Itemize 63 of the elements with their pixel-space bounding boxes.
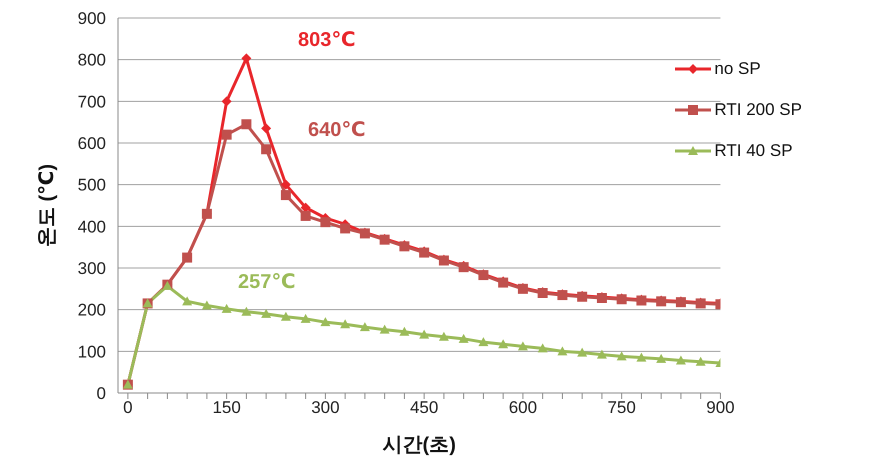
y-tick-label: 700 [78, 92, 106, 112]
point [676, 356, 686, 364]
legend-label: RTI 40 SP [714, 140, 793, 160]
legend-label: RTI 200 SP [714, 100, 802, 120]
point [616, 351, 627, 360]
point [241, 306, 252, 316]
point [261, 144, 272, 154]
y-tick-label: 500 [78, 176, 106, 195]
point [261, 123, 272, 134]
point [438, 332, 449, 341]
point [577, 348, 588, 357]
point [182, 296, 192, 306]
point [557, 346, 568, 356]
x-tick-label: 750 [607, 398, 636, 418]
point [300, 210, 311, 221]
x-tick-label: 600 [508, 398, 538, 418]
point [222, 130, 232, 140]
y-tick-label: 200 [78, 300, 106, 320]
x-tick-label: 0 [123, 398, 133, 418]
point [596, 350, 607, 359]
point [300, 314, 311, 323]
x-tick-label: 450 [410, 398, 438, 418]
y-tick-label: 400 [78, 217, 106, 236]
point [518, 341, 528, 350]
point [696, 356, 706, 366]
point [280, 312, 291, 321]
y-axis-title: 온도 (℃) [36, 164, 58, 248]
y-tick-label: 600 [78, 134, 106, 154]
point [380, 324, 390, 334]
annotation: 257℃ [238, 271, 296, 293]
point [340, 223, 350, 234]
point [320, 317, 330, 326]
point [538, 343, 548, 352]
point [458, 334, 469, 343]
point [399, 326, 410, 336]
point [498, 339, 508, 348]
point [222, 96, 232, 106]
point [261, 308, 272, 318]
y-tick-label: 0 [96, 384, 106, 404]
point [478, 337, 488, 346]
x-tick-label: 900 [706, 398, 735, 418]
point [340, 319, 350, 328]
annotation: 640℃ [308, 119, 366, 141]
point [241, 53, 252, 64]
x-tick-label: 300 [311, 398, 340, 418]
y-tick-label: 800 [78, 50, 106, 70]
point [222, 304, 232, 313]
point [656, 354, 666, 363]
point [241, 119, 252, 130]
x-tick-label: 150 [212, 398, 241, 418]
annotation: 803℃ [298, 29, 356, 51]
point [202, 300, 212, 310]
x-axis-title: 시간(초) [382, 434, 456, 456]
point [636, 352, 646, 362]
y-tick-label: 900 [78, 9, 106, 28]
point [320, 217, 330, 228]
point [280, 180, 291, 190]
y-tick-label: 100 [78, 342, 106, 362]
point [360, 322, 370, 332]
legend-label: no SP [714, 58, 761, 78]
y-tick-label: 300 [78, 259, 106, 278]
point [280, 190, 291, 200]
point [419, 330, 430, 339]
